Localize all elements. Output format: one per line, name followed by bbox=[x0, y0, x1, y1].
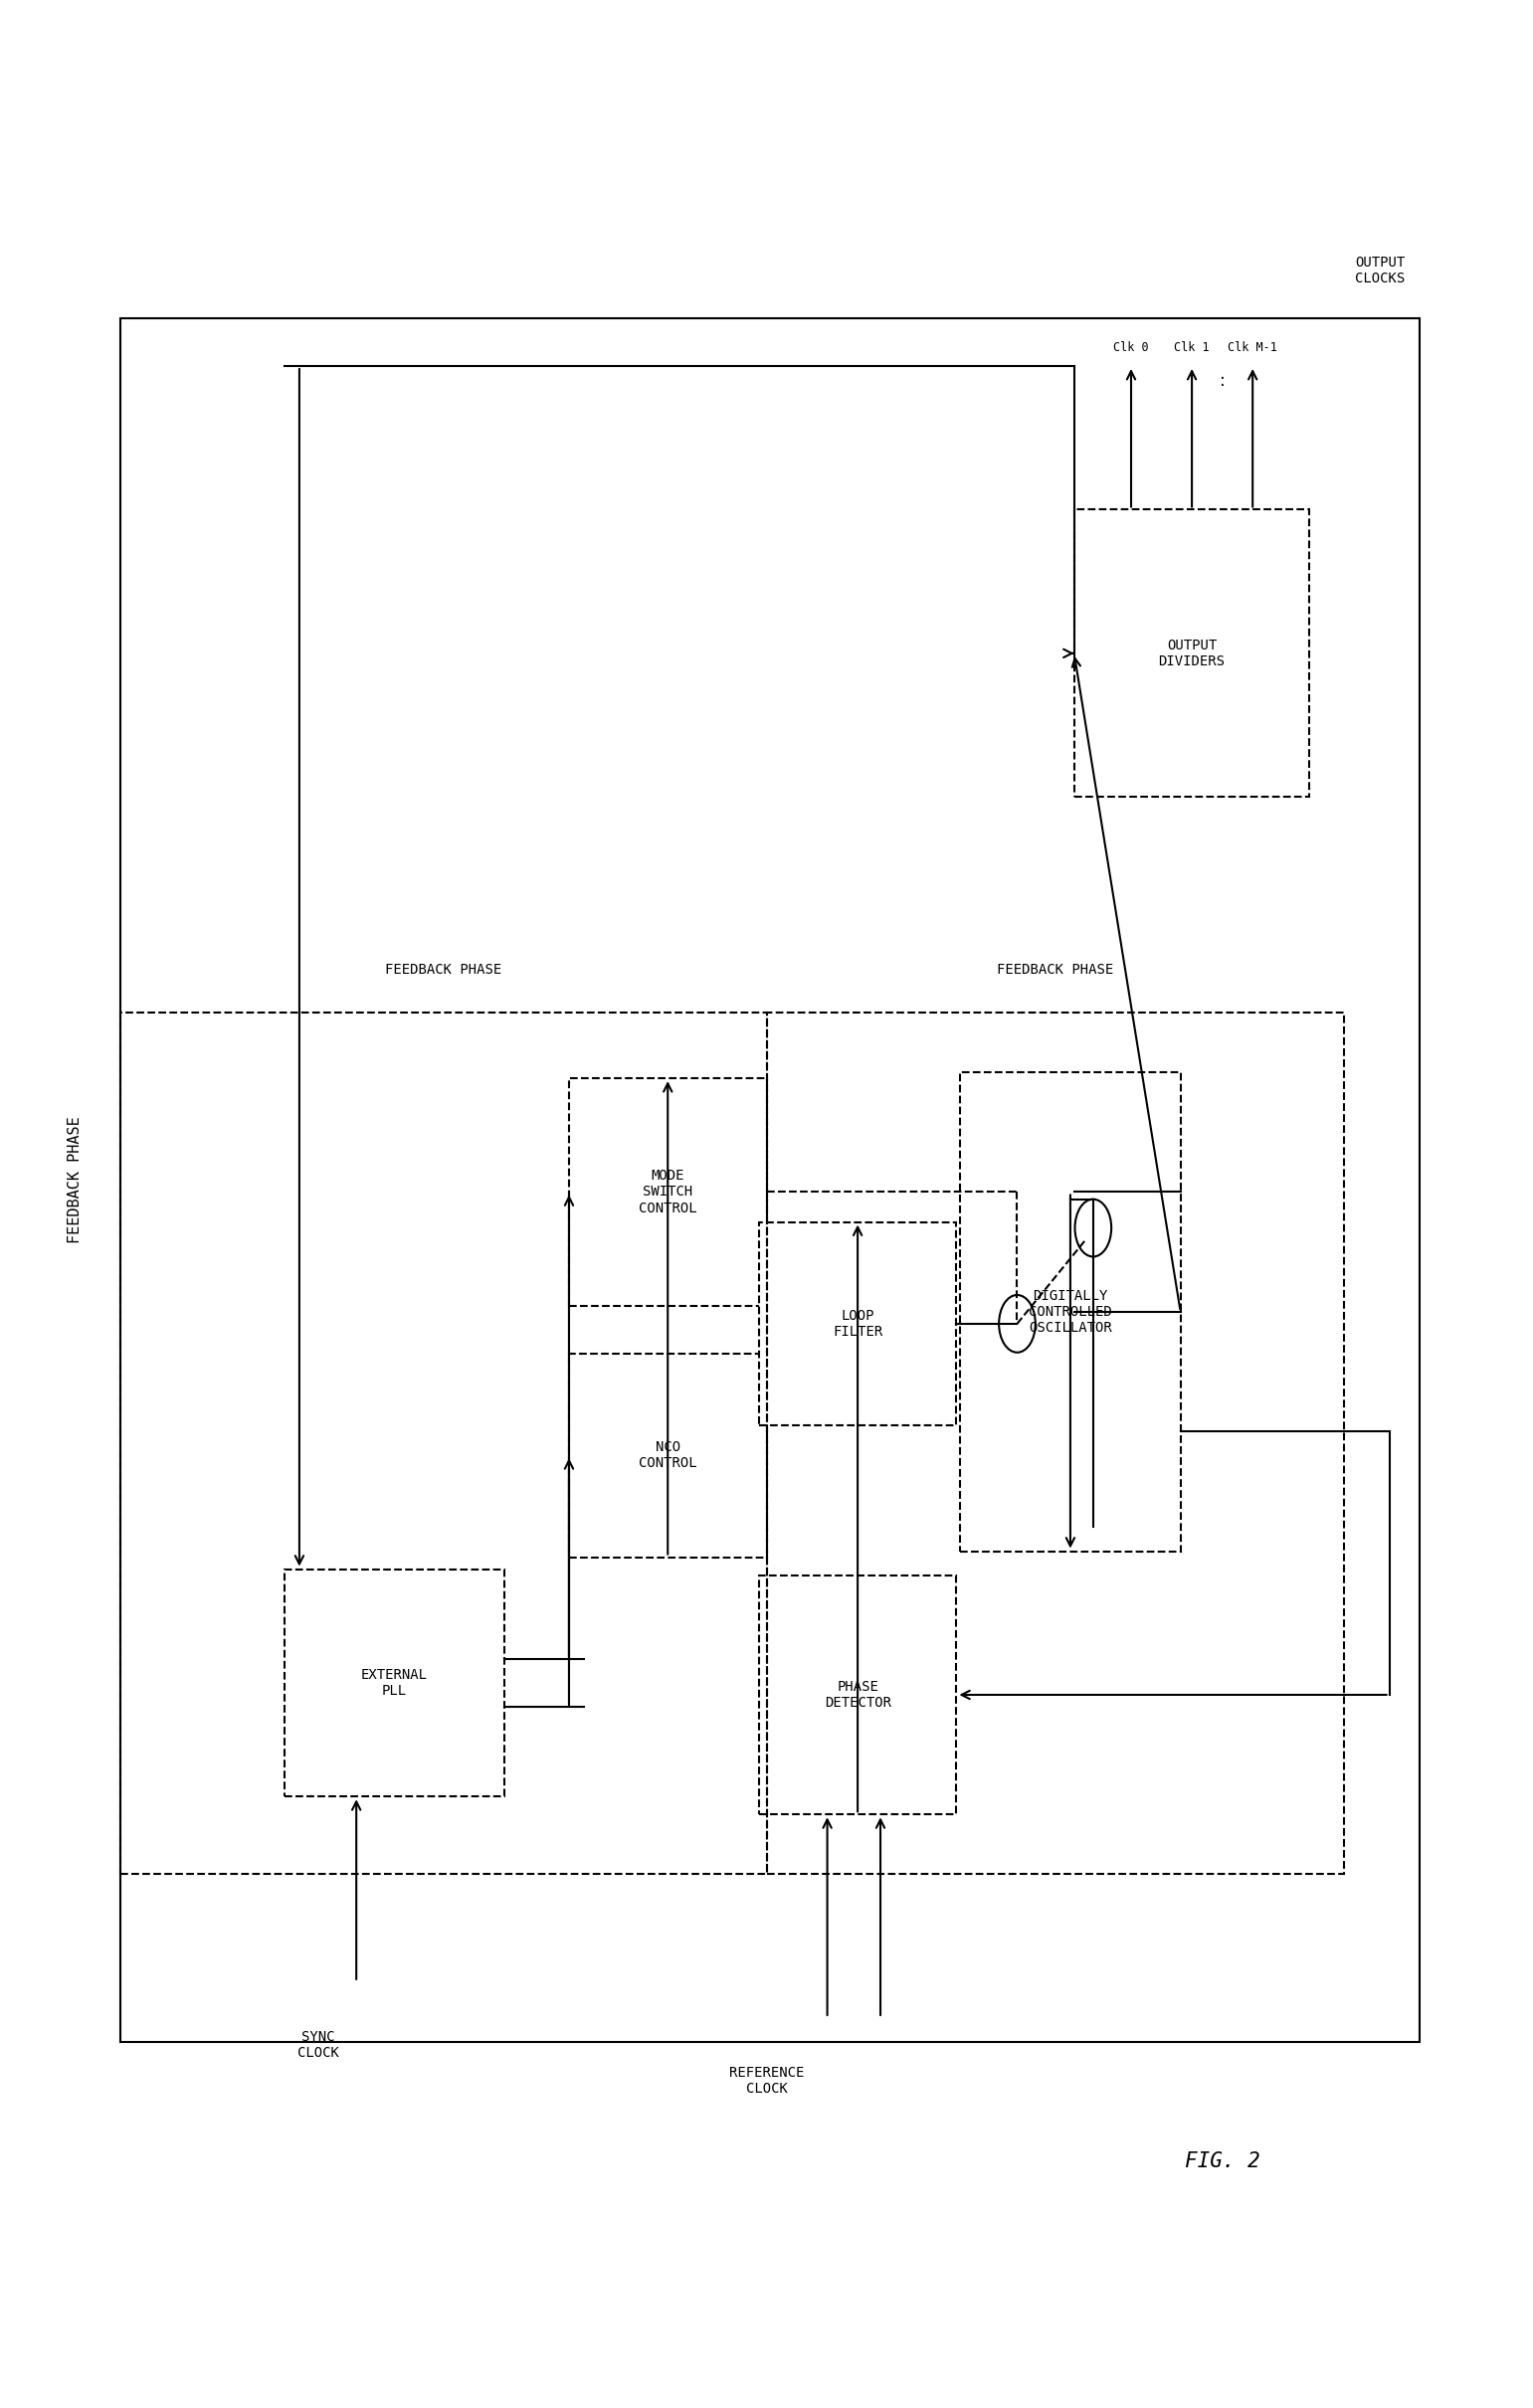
Text: OUTPUT
CLOCKS: OUTPUT CLOCKS bbox=[1355, 255, 1406, 284]
Bar bbox=[766, 1011, 1344, 1873]
Bar bbox=[569, 1079, 766, 1305]
Text: MODE
SWITCH
CONTROL: MODE SWITCH CONTROL bbox=[639, 1168, 698, 1216]
Text: FEEDBACK PHASE: FEEDBACK PHASE bbox=[67, 1117, 83, 1243]
Text: FEEDBACK PHASE: FEEDBACK PHASE bbox=[385, 963, 501, 978]
Text: FEEDBACK PHASE: FEEDBACK PHASE bbox=[996, 963, 1113, 978]
Text: Clk 1: Clk 1 bbox=[1174, 342, 1210, 354]
Bar bbox=[121, 1011, 766, 1873]
Text: Clk M-1: Clk M-1 bbox=[1228, 342, 1277, 354]
Text: SYNC
CLOCK: SYNC CLOCK bbox=[297, 2030, 339, 2059]
Bar bbox=[569, 1353, 766, 1558]
Text: EXTERNAL
PLL: EXTERNAL PLL bbox=[360, 1669, 428, 1698]
Text: OUTPUT
DIVIDERS: OUTPUT DIVIDERS bbox=[1159, 638, 1225, 669]
Text: :: : bbox=[1219, 373, 1225, 390]
Bar bbox=[759, 1575, 957, 1816]
Text: LOOP
FILTER: LOOP FILTER bbox=[832, 1308, 883, 1339]
Text: FIG. 2: FIG. 2 bbox=[1185, 2153, 1260, 2172]
Bar bbox=[759, 1221, 957, 1426]
Text: PHASE
DETECTOR: PHASE DETECTOR bbox=[825, 1681, 891, 1710]
Text: NCO
CONTROL: NCO CONTROL bbox=[639, 1440, 698, 1471]
Text: REFERENCE
CLOCK: REFERENCE CLOCK bbox=[730, 2066, 803, 2095]
Bar bbox=[960, 1072, 1180, 1551]
Bar bbox=[121, 318, 1420, 2042]
Bar bbox=[1075, 510, 1309, 797]
Text: DIGITALLY
CONTROLLED
OSCILLATOR: DIGITALLY CONTROLLED OSCILLATOR bbox=[1029, 1288, 1111, 1334]
Text: Clk 0: Clk 0 bbox=[1113, 342, 1148, 354]
Bar bbox=[284, 1570, 504, 1796]
